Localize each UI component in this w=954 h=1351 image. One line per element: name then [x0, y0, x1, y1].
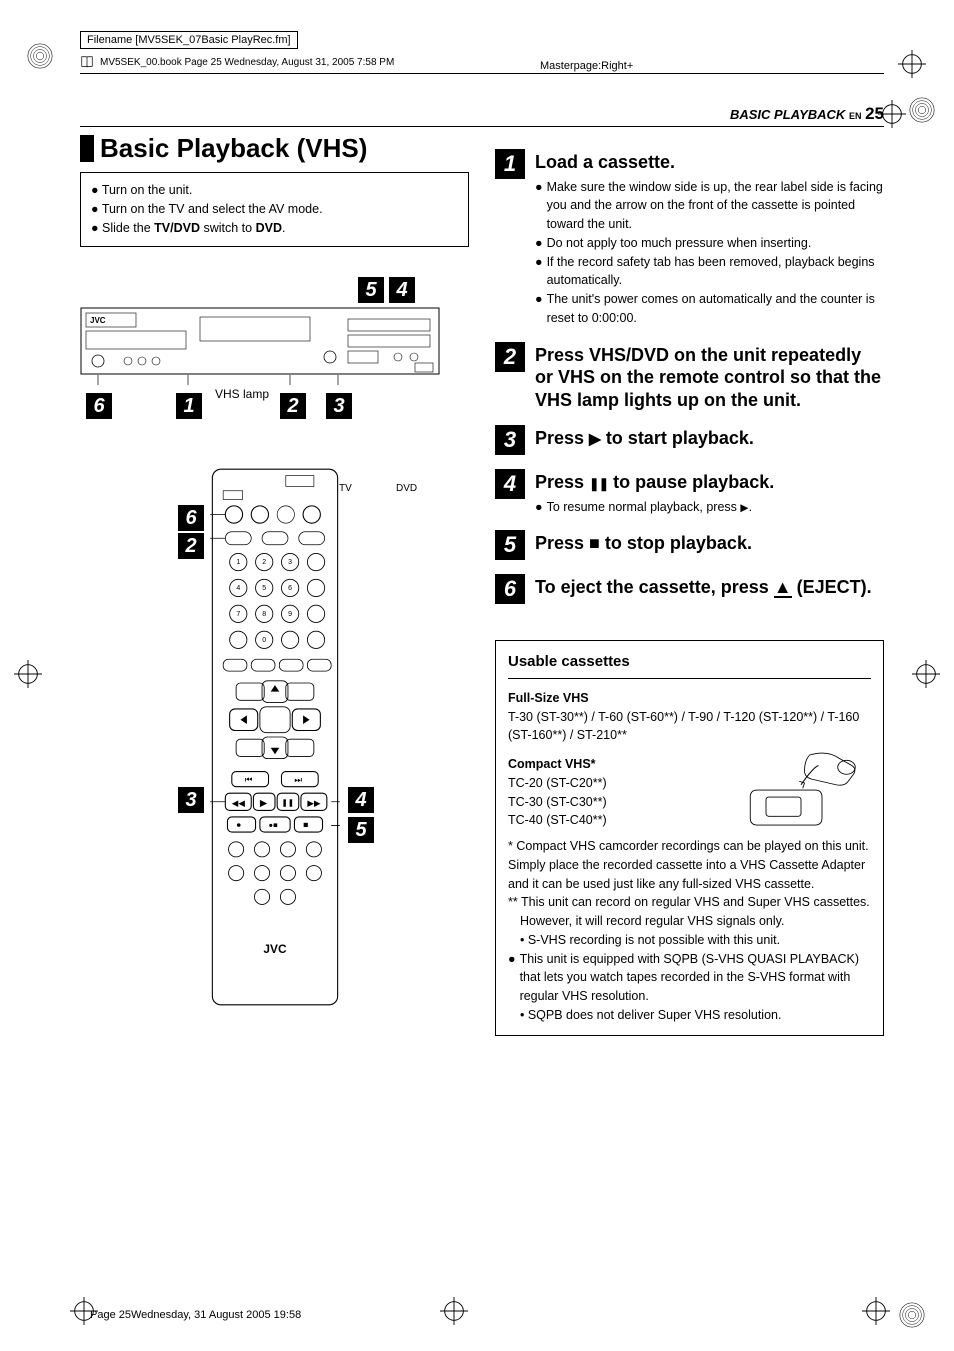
svg-text:5: 5	[262, 585, 266, 592]
remote-callout-6: 6	[178, 505, 204, 531]
step-number: 3	[495, 425, 525, 455]
svg-text:■: ■	[303, 819, 308, 829]
callout-1: 1	[176, 393, 202, 419]
unit-diagram: 5 4 JVC	[80, 277, 469, 447]
remote-control-icon: 1 2 3 4 5 6 7 8 9 0	[210, 467, 340, 1007]
svg-text:2: 2	[262, 559, 266, 566]
step-number: 5	[495, 530, 525, 560]
book-line: MV5SEK_00.book Page 25 Wednesday, August…	[80, 55, 884, 74]
book-icon	[80, 55, 94, 69]
svg-text:6: 6	[288, 585, 292, 592]
remote-callout-5: 5	[348, 817, 374, 843]
svg-text:JVC: JVC	[90, 316, 106, 325]
step-title: To eject the cassette, press (EJECT).	[535, 574, 884, 599]
vcr-unit-icon: JVC	[80, 307, 440, 387]
step-number: 6	[495, 574, 525, 604]
step-title: Load a cassette.	[535, 149, 884, 174]
svg-text:3: 3	[288, 559, 292, 566]
remote-callout-2: 2	[178, 533, 204, 559]
full-vhs-text: T-30 (ST-30**) / T-60 (ST-60**) / T-90 /…	[508, 708, 871, 746]
crop-spiral-icon	[908, 96, 936, 124]
note-dstar2: However, it will record regular VHS sign…	[508, 912, 871, 931]
svg-text:⏮: ⏮	[245, 774, 253, 784]
filename-box: Filename [MV5SEK_07Basic PlayRec.fm]	[80, 31, 298, 49]
step-title: Press to pause playback.	[535, 469, 884, 494]
remote-callout-4: 4	[348, 787, 374, 813]
svg-text:●: ●	[236, 819, 241, 829]
step: 6 To eject the cassette, press (EJECT).	[495, 574, 884, 604]
step: 3 Press to start playback.	[495, 425, 884, 455]
step-number: 1	[495, 149, 525, 179]
svg-text:▶▶: ▶▶	[307, 798, 321, 808]
step-number: 4	[495, 469, 525, 499]
vhs-lamp-label: VHS lamp	[215, 387, 269, 401]
step-title: Press to stop playback.	[535, 530, 884, 555]
note-star: * Compact VHS camcorder recordings can b…	[508, 837, 871, 893]
running-head: BASIC PLAYBACK EN 25	[80, 104, 884, 127]
camcorder-adapter-icon	[731, 745, 871, 835]
intro-line: Turn on the TV and select the AV mode.	[91, 200, 458, 219]
callout-2: 2	[280, 393, 306, 419]
lang-code: EN	[849, 111, 862, 121]
svg-text:9: 9	[288, 611, 292, 618]
dvd-label: DVD	[396, 483, 417, 494]
callout-4: 4	[389, 277, 415, 303]
section-title: Basic Playback (VHS)	[80, 135, 469, 162]
crop-spiral-icon	[26, 42, 54, 70]
step-title: Press VHS/DVD on the unit repeatedly or …	[535, 342, 884, 412]
sqpb-note2: • SQPB does not deliver Super VHS resolu…	[508, 1006, 871, 1025]
note-dstar: ** This unit can record on regular VHS a…	[508, 893, 871, 912]
full-vhs-label: Full-Size VHS	[508, 689, 871, 708]
svg-text:1: 1	[236, 559, 240, 566]
svg-text:JVC: JVC	[263, 942, 287, 956]
intro-box: Turn on the unit. Turn on the TV and sel…	[80, 172, 469, 246]
step-body: To resume normal playback, press .	[535, 498, 884, 517]
section-name: BASIC PLAYBACK	[730, 107, 845, 122]
step-title: Press to start playback.	[535, 425, 884, 450]
step: 5 Press to stop playback.	[495, 530, 884, 560]
svg-text:▶: ▶	[260, 798, 268, 809]
sqpb-note: ●This unit is equipped with SQPB (S-VHS …	[508, 950, 871, 1006]
masterpage-label: Masterpage:Right+	[540, 60, 633, 72]
step: 1 Load a cassette. Make sure the window si…	[495, 149, 884, 328]
svg-text:7: 7	[236, 611, 240, 618]
svg-text:⏭: ⏭	[294, 774, 302, 784]
callout-3: 3	[326, 393, 352, 419]
step-body: Make sure the window side is up, the rea…	[535, 178, 884, 328]
crop-mark-icon	[14, 660, 42, 688]
intro-line: Slide the TV/DVD switch to DVD.	[91, 219, 458, 238]
crop-mark-icon	[898, 50, 926, 78]
callout-5: 5	[358, 277, 384, 303]
svg-text:❚❚: ❚❚	[281, 798, 294, 807]
step: 2 Press VHS/DVD on the unit repeatedly or…	[495, 342, 884, 412]
footer-text: Page 25Wednesday, 31 August 2005 19:58	[90, 1309, 301, 1321]
remote-callout-3: 3	[178, 787, 204, 813]
step: 4 Press to pause playback. To resume norma…	[495, 469, 884, 516]
svg-text:4: 4	[236, 585, 240, 592]
svg-text:●■: ●■	[269, 820, 279, 829]
remote-diagram: TV DVD	[80, 467, 469, 1027]
tv-label: TV	[339, 483, 352, 494]
svg-text:◀◀: ◀◀	[232, 798, 246, 808]
book-line-text: MV5SEK_00.book Page 25 Wednesday, August…	[100, 57, 394, 68]
callout-6: 6	[86, 393, 112, 419]
crop-mark-icon	[878, 100, 906, 128]
usable-cassettes-box: Usable cassettes Full-Size VHS T-30 (ST-…	[495, 640, 884, 1035]
crop-mark-icon	[862, 1297, 890, 1325]
note-dstar3: • S-VHS recording is not possible with t…	[508, 931, 871, 950]
intro-line: Turn on the unit.	[91, 181, 458, 200]
svg-text:0: 0	[262, 637, 266, 644]
crop-mark-icon	[912, 660, 940, 688]
crop-spiral-icon	[898, 1301, 926, 1329]
infobox-heading: Usable cassettes	[508, 651, 871, 679]
crop-mark-icon	[440, 1297, 468, 1325]
step-number: 2	[495, 342, 525, 372]
svg-text:8: 8	[262, 611, 266, 618]
